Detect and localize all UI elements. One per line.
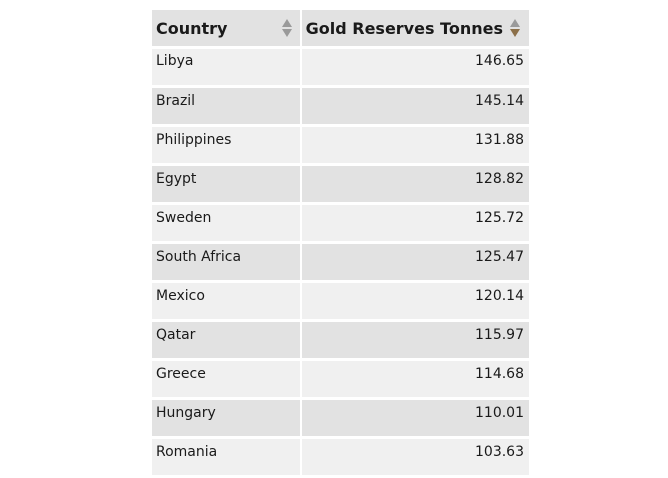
cell-country: Libya bbox=[152, 49, 300, 85]
cell-gold-reserves: 120.14 bbox=[301, 283, 529, 319]
table-row[interactable]: Hungary 110.01 bbox=[152, 400, 529, 436]
sort-up-arrow-icon bbox=[510, 19, 520, 27]
gold-reserves-table: Country Gold Reserves Tonnes Libya 146.65… bbox=[150, 7, 531, 478]
cell-country: Sweden bbox=[152, 205, 300, 241]
cell-country: Philippines bbox=[152, 127, 300, 163]
cell-gold-reserves: 114.68 bbox=[301, 361, 529, 397]
table-row[interactable]: Sweden 125.72 bbox=[152, 205, 529, 241]
table-row[interactable]: Greece 114.68 bbox=[152, 361, 529, 397]
table-row[interactable]: Romania 103.63 bbox=[152, 439, 529, 475]
cell-gold-reserves: 103.63 bbox=[301, 439, 529, 475]
cell-country: South Africa bbox=[152, 244, 300, 280]
column-header-label: Country bbox=[156, 19, 228, 39]
cell-gold-reserves: 125.47 bbox=[301, 244, 529, 280]
table-row[interactable]: Philippines 131.88 bbox=[152, 127, 529, 163]
cell-country: Mexico bbox=[152, 283, 300, 319]
sort-up-arrow-icon bbox=[281, 19, 292, 27]
table-row[interactable]: Egypt 128.82 bbox=[152, 166, 529, 202]
cell-gold-reserves: 110.01 bbox=[301, 400, 529, 436]
sort-down-arrow-icon bbox=[510, 29, 520, 37]
cell-gold-reserves: 145.14 bbox=[301, 88, 529, 124]
cell-gold-reserves: 128.82 bbox=[301, 166, 529, 202]
sort-both-icon[interactable] bbox=[280, 16, 294, 40]
cell-country: Romania bbox=[152, 439, 300, 475]
sort-desc-icon[interactable] bbox=[508, 16, 522, 40]
cell-country: Brazil bbox=[152, 88, 300, 124]
cell-gold-reserves: 131.88 bbox=[301, 127, 529, 163]
table-row[interactable]: Qatar 115.97 bbox=[152, 322, 529, 358]
table-row[interactable]: Mexico 120.14 bbox=[152, 283, 529, 319]
cell-gold-reserves: 115.97 bbox=[301, 322, 529, 358]
sort-down-arrow-icon bbox=[281, 29, 292, 37]
header-row: Country Gold Reserves Tonnes bbox=[152, 10, 529, 46]
column-header-label: Gold Reserves Tonnes bbox=[305, 19, 503, 39]
table-row[interactable]: Libya 146.65 bbox=[152, 49, 529, 85]
cell-country: Egypt bbox=[152, 166, 300, 202]
cell-gold-reserves: 146.65 bbox=[301, 49, 529, 85]
cell-country: Hungary bbox=[152, 400, 300, 436]
table-body: Libya 146.65 Brazil 145.14 Philippines 131.88… bbox=[152, 49, 529, 475]
cell-country: Qatar bbox=[152, 322, 300, 358]
cell-gold-reserves: 125.72 bbox=[301, 205, 529, 241]
column-header-country[interactable]: Country bbox=[152, 10, 300, 46]
table-row[interactable]: Brazil 145.14 bbox=[152, 88, 529, 124]
cell-country: Greece bbox=[152, 361, 300, 397]
column-header-gold-reserves[interactable]: Gold Reserves Tonnes bbox=[301, 10, 529, 46]
table-row[interactable]: South Africa 125.47 bbox=[152, 244, 529, 280]
